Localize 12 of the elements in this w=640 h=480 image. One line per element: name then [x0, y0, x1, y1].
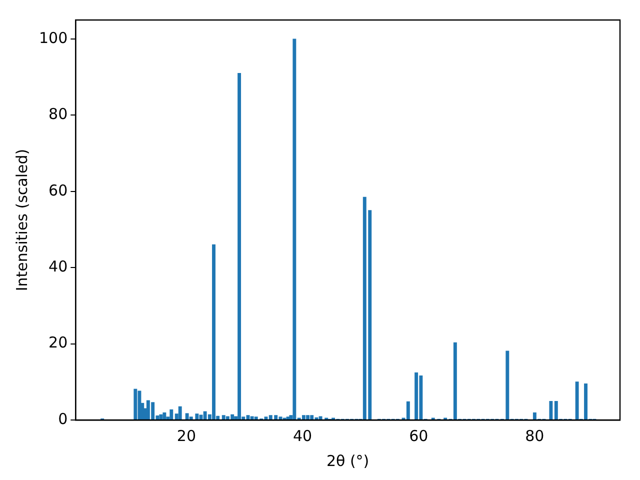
y-tick-label: 20 [48, 334, 68, 352]
x-tick-label: 60 [409, 426, 428, 445]
y-tick-label: 0 [58, 410, 68, 428]
y-tick-label: 60 [48, 181, 68, 200]
y-tick-label: 100 [38, 28, 68, 47]
y-tick-label: 40 [48, 258, 68, 276]
y-tick-label: 80 [48, 105, 68, 124]
y-axis-title: Intensities (scaled) [12, 148, 31, 292]
x-axis-title: 2θ (°) [326, 452, 370, 470]
x-tick-label: 20 [176, 426, 196, 445]
x-tick-label: 80 [525, 426, 544, 445]
x-tick-label: 40 [293, 426, 312, 445]
